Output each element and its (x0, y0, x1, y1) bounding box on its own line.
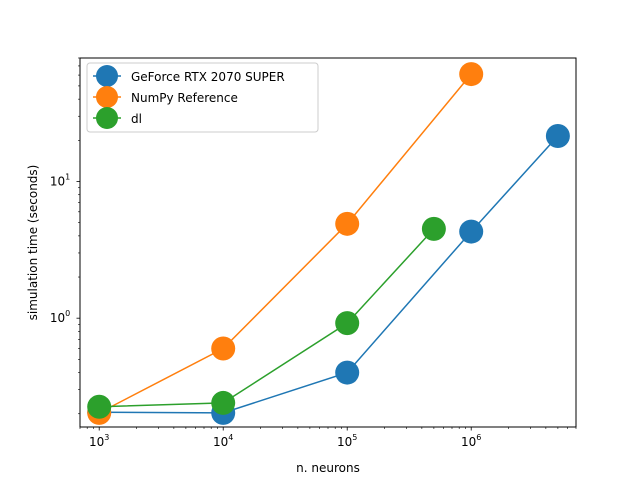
series-1-point (459, 62, 484, 87)
legend: GeForce RTX 2070 SUPER NumPy Reference dl (86, 62, 319, 133)
x-tick-label: 103 (89, 433, 109, 449)
y-tick-label: 100 (50, 309, 70, 325)
series-2-point (87, 394, 112, 419)
legend-marker-0 (96, 65, 118, 87)
series-0-point (335, 360, 360, 385)
x-tick-label-exponent: 6 (476, 433, 481, 442)
x-tick-label-exponent: 4 (228, 433, 233, 442)
series-2-point (335, 311, 360, 336)
legend-marker-1 (96, 86, 118, 108)
x-tick-label: 106 (461, 433, 481, 449)
series-2-point (211, 390, 236, 415)
series-line-2 (99, 228, 435, 408)
x-tick-label-base: 10 (213, 435, 228, 449)
x-tick-label-exponent: 5 (352, 433, 357, 442)
y-tick-label-exponent: 1 (65, 172, 70, 181)
y-axis-label: simulation time (seconds) (26, 165, 40, 321)
x-tick-label: 104 (213, 433, 233, 449)
series-0-point (545, 124, 570, 149)
x-tick-label: 105 (337, 433, 357, 449)
y-tick-label-base: 10 (50, 174, 65, 188)
x-tick-label-base: 10 (89, 435, 104, 449)
x-tick-label-base: 10 (337, 435, 352, 449)
series-line-1 (98, 73, 472, 414)
plot-marks (87, 62, 570, 425)
legend-label: GeForce RTX 2070 SUPER (131, 70, 285, 84)
legend-label: dl (131, 112, 142, 126)
series-2-point (421, 216, 446, 241)
legend-marker-2 (96, 107, 118, 129)
y-tick-label: 101 (50, 172, 70, 188)
series-0-point (459, 219, 484, 244)
y-tick-label-exponent: 0 (65, 309, 70, 318)
x-tick-label-exponent: 3 (104, 433, 109, 442)
legend-label: NumPy Reference (131, 91, 238, 105)
series-1-point (211, 336, 236, 361)
y-tick-label-base: 10 (50, 311, 65, 325)
legend-box (86, 62, 319, 133)
x-axis-label: n. neurons (296, 461, 360, 475)
x-tick-label-base: 10 (461, 435, 476, 449)
series-1-point (335, 211, 360, 236)
x-axis-ticks: 103 104 105 106 (79, 427, 577, 449)
